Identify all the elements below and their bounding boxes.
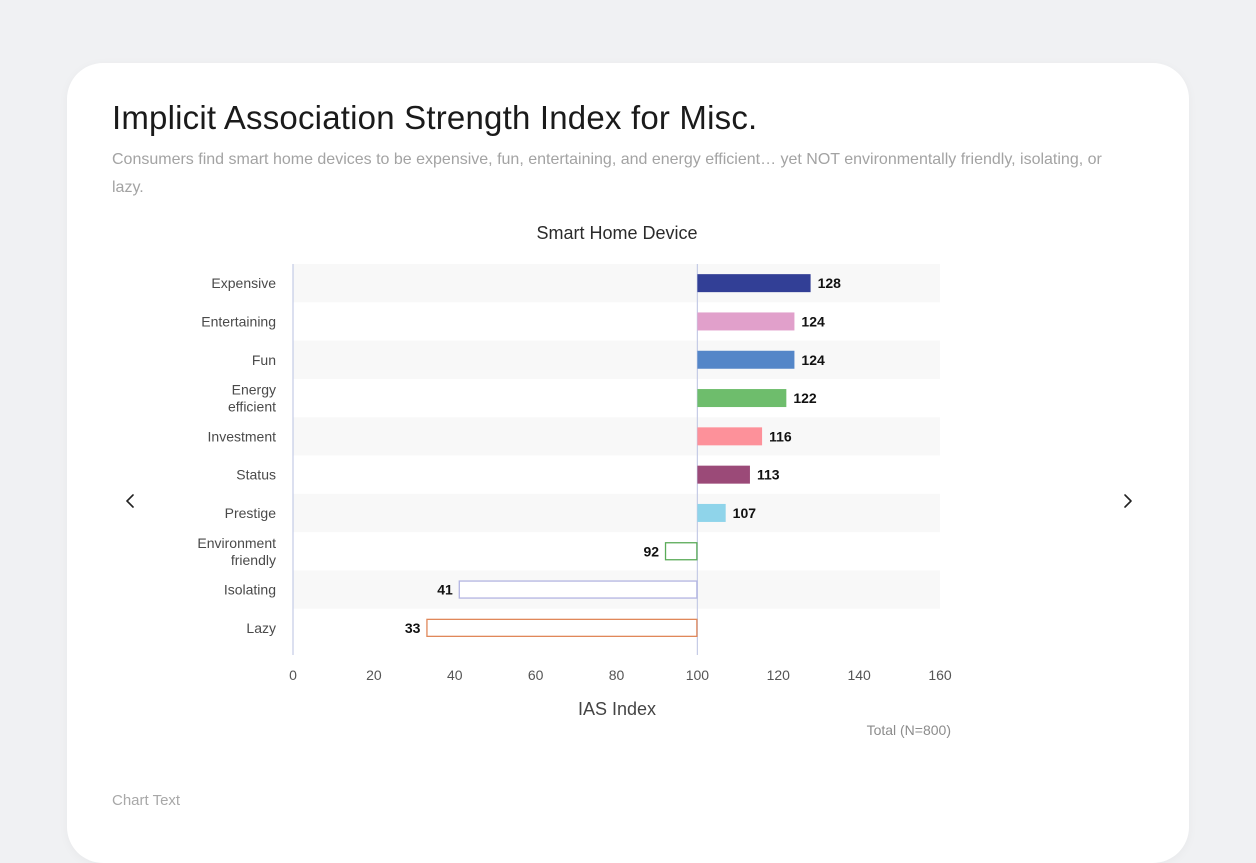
category-label: Fun xyxy=(252,352,276,368)
category-label: Investment xyxy=(208,428,277,444)
category-labels: Expensive Entertaining Fun Energy efficient I… xyxy=(197,275,276,636)
x-tick-label: 60 xyxy=(528,667,544,683)
category-label-line: efficient xyxy=(228,399,276,415)
category-label: Environment friendly xyxy=(197,535,276,568)
x-tick-label: 40 xyxy=(447,667,463,683)
data-label: 124 xyxy=(801,352,825,368)
data-label: 124 xyxy=(801,313,825,329)
data-label: 113 xyxy=(757,467,780,483)
row-background xyxy=(293,493,940,533)
category-label: Isolating xyxy=(224,582,276,598)
bar xyxy=(458,580,698,599)
chart-card: Implicit Association Strength Index for … xyxy=(67,63,1189,863)
data-label: 116 xyxy=(769,428,792,444)
x-tick-label: 0 xyxy=(289,667,297,683)
bar xyxy=(697,312,795,331)
x-tick-label: 140 xyxy=(847,667,871,683)
bar xyxy=(697,427,763,446)
x-tick-labels: 0 20 40 60 80 100 120 140 160 xyxy=(289,667,952,683)
x-tick-label: 80 xyxy=(609,667,625,683)
page-title: Implicit Association Strength Index for … xyxy=(112,99,758,136)
x-tick-label: 20 xyxy=(366,667,382,683)
category-label: Entertaining xyxy=(201,313,276,329)
bar xyxy=(697,503,726,522)
category-label-line: Environment xyxy=(197,535,276,551)
x-tick-label: 100 xyxy=(686,667,710,683)
bar-chart: Smart Home Device Expensive Entertaining F… xyxy=(197,223,952,738)
category-label-line: friendly xyxy=(231,552,276,568)
category-label: Lazy xyxy=(246,620,276,636)
chevron-right-icon xyxy=(1124,494,1132,508)
data-label: 41 xyxy=(437,582,453,598)
category-label: Prestige xyxy=(225,505,277,521)
chart-title: Smart Home Device xyxy=(536,223,697,243)
data-label: 33 xyxy=(405,620,421,636)
chart-footer-text: Chart Text xyxy=(112,792,181,809)
category-label-line: Energy xyxy=(232,382,276,398)
bar xyxy=(697,350,795,369)
chevron-left-icon xyxy=(126,494,134,508)
x-tick-label: 120 xyxy=(767,667,791,683)
data-labels: 128 124 124 122 116 113 107 92 41 33 xyxy=(405,275,841,636)
bars xyxy=(426,274,811,637)
data-label: 92 xyxy=(643,543,659,559)
bar xyxy=(697,465,750,484)
previous-button[interactable] xyxy=(118,489,142,513)
bar xyxy=(426,618,698,637)
category-label: Energy efficient xyxy=(228,382,276,415)
row-background xyxy=(293,340,940,379)
page-subtitle: Consumers find smart home devices to be … xyxy=(112,151,1102,196)
bar xyxy=(697,274,811,293)
row-background xyxy=(293,417,940,456)
sample-size-note: Total (N=800) xyxy=(867,722,951,738)
x-tick-label: 160 xyxy=(928,667,952,683)
row-backgrounds xyxy=(293,264,940,609)
category-label: Expensive xyxy=(211,275,276,291)
next-button[interactable] xyxy=(1116,489,1140,513)
row-background xyxy=(293,264,940,303)
bar xyxy=(664,542,698,561)
category-label: Status xyxy=(236,467,276,483)
data-label: 122 xyxy=(793,390,817,406)
data-label: 107 xyxy=(733,505,757,521)
bar xyxy=(697,389,787,408)
data-label: 128 xyxy=(818,275,842,291)
x-axis-label: IAS Index xyxy=(578,699,656,719)
